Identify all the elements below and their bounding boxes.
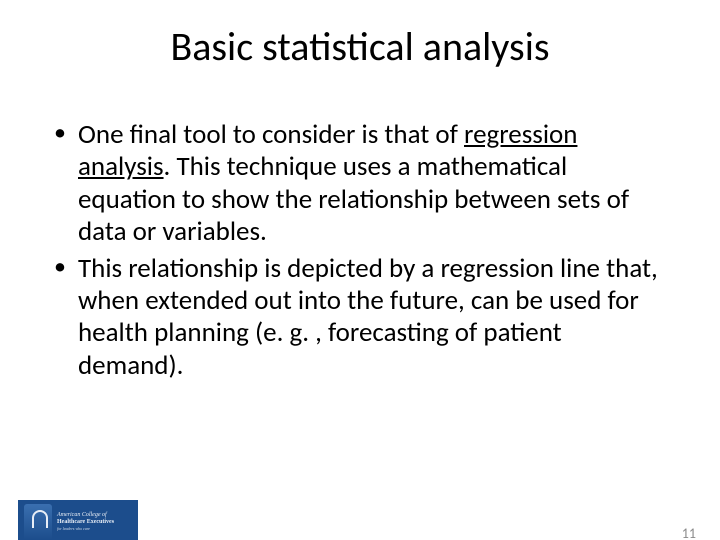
logo-line2: Healthcare Executives (57, 519, 114, 526)
slide-title: Basic statistical analysis (0, 22, 720, 71)
logo-text: American College of Healthcare Executive… (57, 512, 114, 532)
bullet-item: One final tool to consider is that of re… (50, 119, 670, 249)
logo-line1: American College of (57, 512, 114, 519)
bullet-list: One final tool to consider is that of re… (50, 119, 670, 382)
bullet-text-pre: This relationship is depicted by a regre… (78, 252, 658, 382)
footer-logo: American College of Healthcare Executive… (18, 500, 138, 540)
page-number: 11 (682, 525, 696, 540)
bullet-text-pre: One final tool to consider is that of (78, 118, 464, 151)
slide-body: One final tool to consider is that of re… (50, 119, 670, 382)
logo-icon (24, 504, 52, 540)
slide: Basic statistical analysis One final too… (0, 22, 720, 540)
logo-tagline: for leaders who care (57, 527, 114, 531)
bullet-item: This relationship is depicted by a regre… (50, 253, 670, 383)
